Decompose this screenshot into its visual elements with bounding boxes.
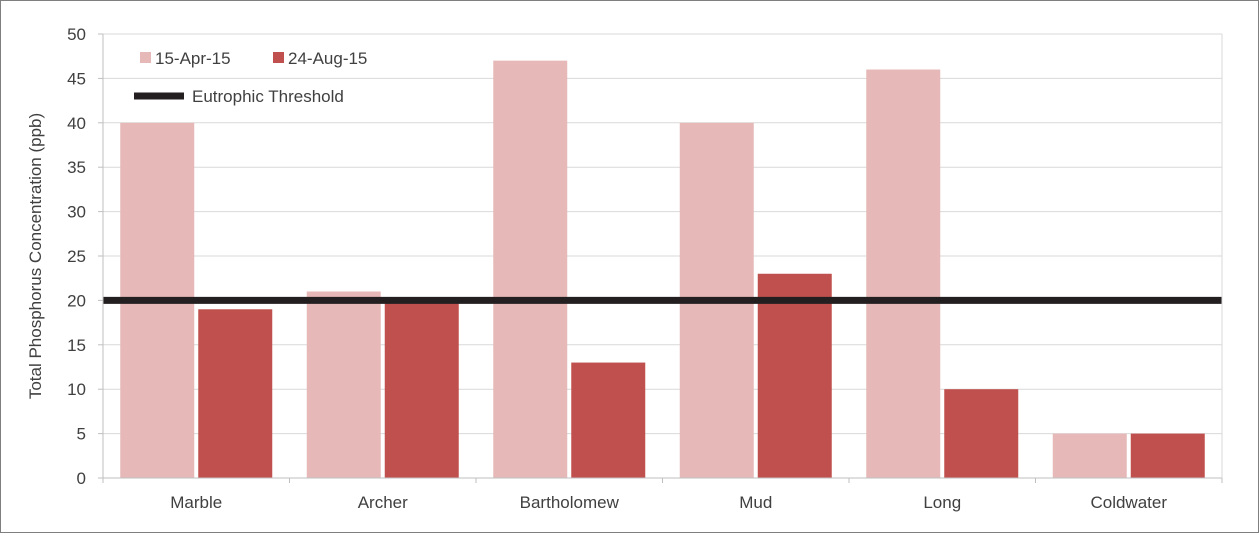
x-tick-label-coldwater: Coldwater: [1090, 493, 1167, 512]
axes: [98, 33, 1223, 483]
legend-swatch-0: [140, 52, 151, 63]
x-tick-label-marble: Marble: [170, 493, 222, 512]
bar-24-aug-15-long: [944, 389, 1019, 478]
y-tick-labels: 0 5 10 15 20 25 30 35 40 45 50: [67, 25, 86, 488]
legend: 15-Apr-15 24-Aug-15 Eutrophic Threshold: [134, 49, 367, 106]
y-tick-label-15: 15: [67, 336, 86, 355]
legend-label-0: 15-Apr-15: [155, 49, 231, 68]
legend-threshold-label: Eutrophic Threshold: [192, 87, 344, 106]
y-tick-label-10: 10: [67, 380, 86, 399]
y-tick-label-30: 30: [67, 203, 86, 222]
legend-swatch-1: [273, 52, 284, 63]
bar-24-aug-15-marble: [198, 309, 273, 478]
bar-15-apr-15-archer: [306, 291, 381, 478]
x-tick-label-long: Long: [923, 493, 961, 512]
bar-15-apr-15-coldwater: [1052, 433, 1127, 478]
y-tick-label-20: 20: [67, 291, 86, 310]
y-tick-label-0: 0: [77, 469, 86, 488]
y-tick-label-25: 25: [67, 247, 86, 266]
x-tick-labels: Marble Archer Bartholomew Mud Long Coldwater: [170, 493, 1167, 512]
y-tick-label-40: 40: [67, 114, 86, 133]
bar-15-apr-15-bartholomew: [493, 60, 568, 478]
x-tick-label-archer: Archer: [358, 493, 408, 512]
y-tick-label-50: 50: [67, 25, 86, 44]
y-tick-label-45: 45: [67, 69, 86, 88]
y-tick-label-35: 35: [67, 158, 86, 177]
bar-24-aug-15-archer: [384, 300, 459, 478]
bar-24-aug-15-coldwater: [1130, 433, 1205, 478]
y-axis-title: Total Phosphorus Concentration (ppb): [26, 113, 45, 399]
legend-label-1: 24-Aug-15: [288, 49, 367, 68]
y-tick-label-5: 5: [77, 425, 86, 444]
bar-15-apr-15-long: [866, 69, 941, 479]
x-tick-label-mud: Mud: [739, 493, 772, 512]
bar-24-aug-15-bartholomew: [571, 362, 646, 478]
bar-24-aug-15-mud: [757, 273, 832, 478]
x-tick-label-bartholomew: Bartholomew: [520, 493, 620, 512]
